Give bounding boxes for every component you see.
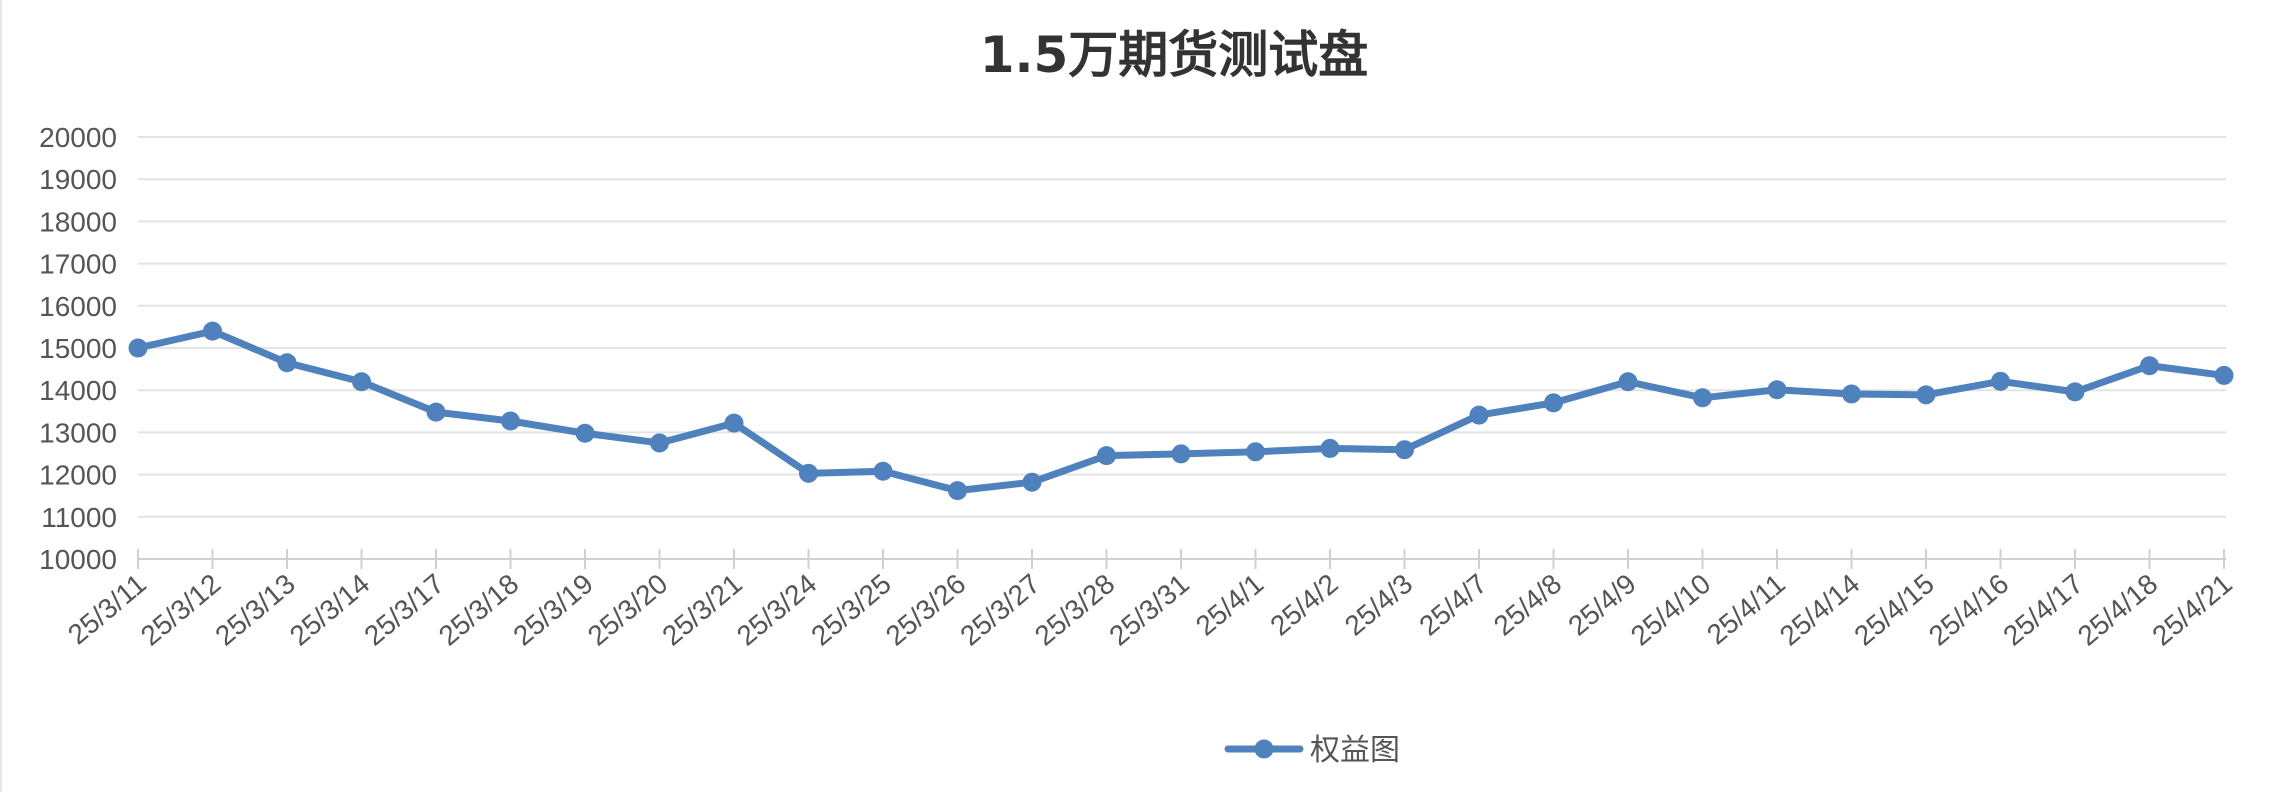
x-tick-label: 25/3/19 [507, 568, 598, 652]
x-tick-label: 25/4/15 [1848, 568, 1939, 652]
y-tick-label: 18000 [39, 206, 117, 237]
data-point[interactable] [1693, 388, 1712, 408]
data-point[interactable] [128, 338, 148, 358]
y-tick-label: 16000 [39, 291, 117, 322]
data-point[interactable] [1246, 442, 1265, 462]
x-tick-label: 25/4/17 [1997, 568, 2088, 652]
x-tick-label: 25/3/17 [358, 568, 449, 652]
data-point[interactable] [650, 433, 669, 453]
y-tick-label: 10000 [39, 544, 117, 575]
grid-layer [138, 136, 2226, 560]
y-tick-label: 13000 [39, 417, 117, 448]
data-point[interactable] [2140, 356, 2159, 376]
data-point[interactable] [1469, 405, 1489, 425]
y-tick-label: 14000 [39, 375, 117, 406]
x-tick-label: 25/4/2 [1264, 568, 1344, 642]
x-tick-label: 25/3/25 [805, 568, 896, 652]
data-point[interactable] [426, 402, 446, 422]
legend[interactable]: 权益图 [1224, 733, 1400, 768]
data-point[interactable] [1544, 393, 1563, 413]
data-point[interactable] [724, 413, 744, 433]
data-point[interactable] [2065, 382, 2085, 402]
data-point[interactable] [2214, 365, 2234, 385]
data-point[interactable] [352, 372, 371, 392]
x-tick-label: 25/4/8 [1488, 568, 1568, 642]
x-axis-ticks: 25/3/1125/3/1225/3/1325/3/1425/3/1725/3/… [62, 549, 2238, 652]
data-point[interactable] [1991, 371, 2010, 391]
x-tick-label: 25/4/14 [1774, 568, 1865, 652]
x-tick-label: 25/3/14 [284, 568, 375, 652]
x-tick-label: 25/3/24 [731, 568, 822, 652]
x-tick-label: 25/3/28 [1029, 568, 1120, 652]
x-tick-label: 25/3/26 [880, 568, 971, 652]
data-point[interactable] [1171, 444, 1191, 464]
x-tick-label: 25/4/16 [1923, 568, 2014, 652]
data-point[interactable] [1618, 372, 1638, 392]
data-point[interactable] [203, 321, 222, 341]
x-tick-label: 25/4/21 [2146, 568, 2237, 652]
y-tick-label: 17000 [39, 249, 117, 280]
x-tick-label: 25/4/18 [2072, 568, 2163, 652]
data-point[interactable] [1022, 472, 1042, 492]
y-tick-label: 19000 [39, 164, 117, 195]
chart-title: 1.5万期货测试盘 [980, 26, 1369, 84]
data-point[interactable] [277, 353, 297, 373]
y-tick-label: 12000 [39, 460, 117, 491]
data-point[interactable] [575, 423, 595, 443]
data-point[interactable] [799, 463, 818, 483]
data-point[interactable] [873, 461, 893, 481]
data-point[interactable] [1320, 438, 1340, 458]
x-tick-label: 25/3/12 [135, 568, 226, 652]
data-point[interactable] [1767, 380, 1787, 400]
x-tick-label: 25/3/11 [62, 568, 152, 650]
x-tick-label: 25/3/21 [656, 568, 747, 652]
x-tick-label: 25/3/13 [209, 568, 300, 652]
data-point[interactable] [1395, 440, 1414, 460]
data-point[interactable] [948, 481, 967, 501]
y-tick-label: 15000 [39, 333, 117, 364]
series-line [134, 327, 2228, 495]
x-tick-label: 25/3/27 [954, 568, 1045, 652]
x-tick-label: 25/3/20 [582, 568, 673, 652]
y-axis-ticks: 10000 11000 12000 13000 14000 15000 16000 17000… [39, 122, 117, 575]
x-tick-label: 25/4/11 [1701, 568, 1791, 650]
series-layer [128, 321, 2234, 501]
y-tick-label: 20000 [39, 122, 117, 153]
data-point[interactable] [1097, 446, 1116, 466]
x-tick-label: 25/3/31 [1103, 568, 1194, 652]
data-point[interactable] [1916, 385, 1936, 405]
data-point[interactable] [501, 411, 520, 431]
x-tick-label: 25/4/7 [1413, 568, 1493, 642]
x-tick-label: 25/3/18 [433, 568, 524, 652]
y-tick-label: 11000 [41, 502, 117, 533]
legend-marker-swatch [1254, 739, 1274, 759]
data-point[interactable] [1842, 384, 1861, 404]
legend-label: 权益图 [1310, 733, 1400, 768]
x-tick-label: 25/4/1 [1190, 568, 1270, 642]
x-tick-label: 25/4/10 [1625, 568, 1716, 652]
x-tick-label: 25/4/3 [1339, 568, 1419, 642]
